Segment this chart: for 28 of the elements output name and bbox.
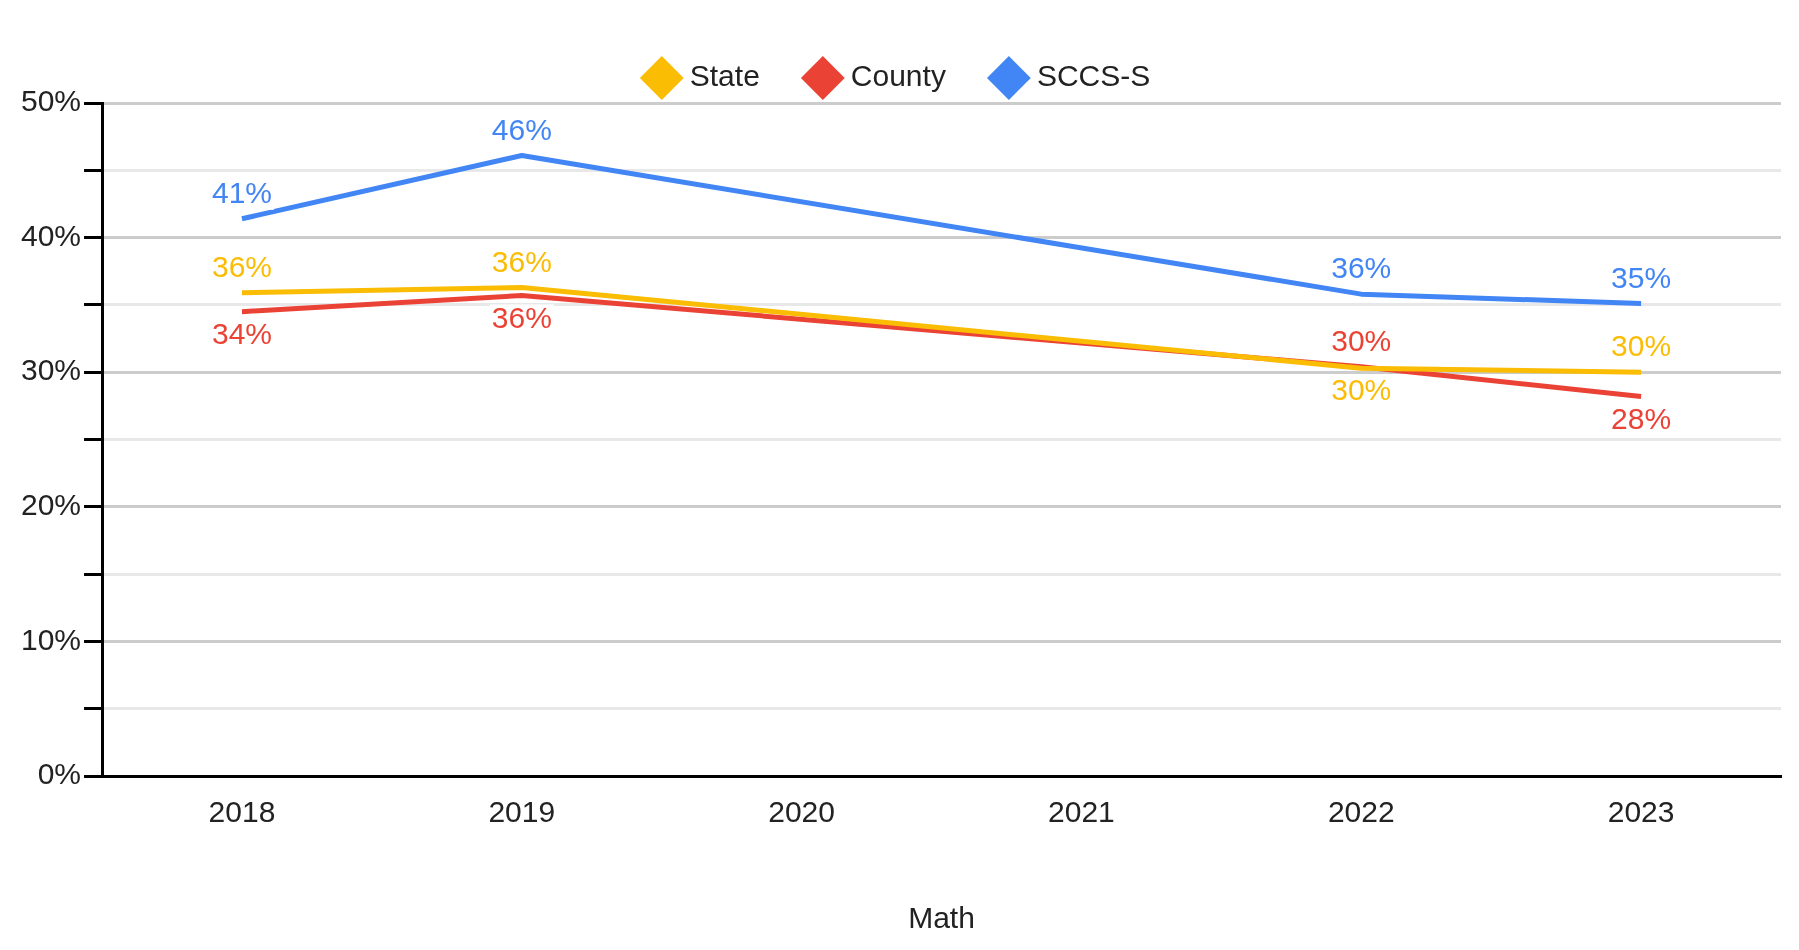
data-label: 28% xyxy=(1611,401,1672,435)
y-tick-label: 0% xyxy=(37,757,82,791)
x-tick-label: 2022 xyxy=(1327,795,1395,829)
y-tick-label: 40% xyxy=(21,218,82,252)
x-tick-label: 2018 xyxy=(208,795,276,829)
y-tick-label: 20% xyxy=(21,488,82,522)
legend-label: SCCS-S xyxy=(1036,59,1151,93)
data-label: 36% xyxy=(211,250,272,284)
y-tick-label: 50% xyxy=(21,84,82,118)
legend-label: County xyxy=(850,59,946,93)
legend-label: State xyxy=(689,59,760,93)
data-label: 41% xyxy=(211,176,272,210)
data-label: 30% xyxy=(1331,373,1392,407)
x-tick-label: 2023 xyxy=(1607,795,1675,829)
data-label: 30% xyxy=(1611,329,1672,363)
y-tick-label: 30% xyxy=(21,353,82,387)
data-label: 36% xyxy=(491,300,552,334)
data-label: 46% xyxy=(491,112,552,146)
data-label: 34% xyxy=(211,316,272,350)
x-axis-title: Math xyxy=(908,901,975,935)
x-tick-label: 2020 xyxy=(768,795,835,829)
x-tick-label: 2019 xyxy=(488,795,556,829)
data-label: 36% xyxy=(1331,251,1392,285)
x-tick-label: 2021 xyxy=(1048,795,1115,829)
data-label: 30% xyxy=(1331,324,1392,358)
data-label: 35% xyxy=(1611,260,1672,294)
data-label: 36% xyxy=(491,244,552,278)
y-tick-label: 10% xyxy=(21,622,82,656)
